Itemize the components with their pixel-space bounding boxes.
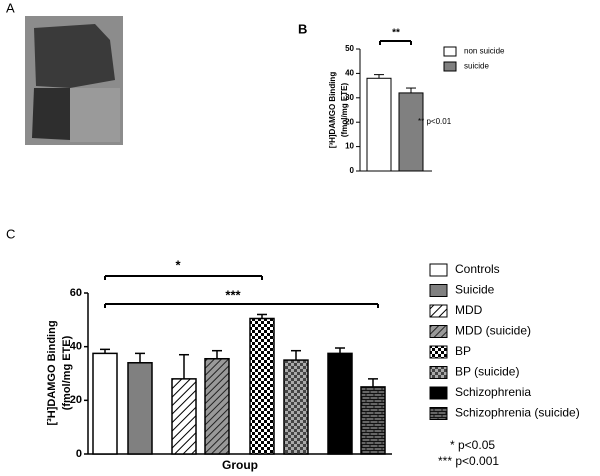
legend-swatch [429,366,448,379]
panel-a-image [25,16,123,145]
legend-label: non suicide [464,47,505,56]
y-tick-label: 30 [345,93,354,102]
legend-label: BP [455,344,471,358]
legend-swatch [429,345,448,359]
y-tick-label: 40 [70,341,82,353]
legend-swatch [429,325,448,338]
legend-label: Suicide [455,283,495,297]
bar [92,352,118,455]
bar [398,92,424,172]
annotation: ** [392,28,400,39]
legend-swatch [429,407,448,420]
bar [204,357,230,455]
y-tick-label: 20 [345,117,354,126]
x-axis-label: Group [222,458,258,472]
y-tick-label: 0 [76,448,82,460]
y-tick-label: 50 [345,44,354,53]
legend-swatch [443,61,457,72]
bar [366,77,392,172]
annotation: * p<0.05 [450,438,495,452]
annotation: *** p<0.001 [438,454,499,468]
bar [171,378,197,455]
annotation: * [175,257,181,272]
y-axis-label: (fmol/mg ETE) [61,335,73,410]
legend-swatch [429,386,448,400]
y-tick-label: 40 [345,69,354,78]
legend-label: BP (suicide) [455,365,519,379]
bar [127,362,153,455]
y-tick-label: 60 [70,287,82,299]
y-tick-label: 20 [70,394,82,406]
legend-swatch [443,46,457,57]
legend-swatch [429,284,448,297]
legend-swatch [429,263,448,277]
panel-label: C [6,226,15,241]
legend-label: Schizophrenia (suicide) [455,406,580,420]
bar [327,352,353,455]
legend-swatch [429,304,448,318]
legend-label: suicide [464,62,489,71]
legend-label: MDD [455,303,483,317]
legend-label: Controls [455,262,500,276]
legend-label: Schizophrenia [455,385,531,399]
y-axis-label: [³H]DAMGO Binding [328,72,337,149]
y-axis-label: [³H]DAMGO Binding [46,320,58,425]
panel-label: B [298,21,307,36]
annotation: ** p<0.01 [418,117,452,126]
y-tick-label: 0 [350,166,355,175]
bar [360,386,386,455]
bar [249,317,275,455]
y-axis-label: (fmol/mg ETE) [340,83,349,138]
y-tick-label: 10 [345,142,354,151]
legend-label: MDD (suicide) [455,324,531,338]
annotation: *** [225,287,241,302]
panel-label: A [6,0,15,15]
bar [283,359,309,455]
